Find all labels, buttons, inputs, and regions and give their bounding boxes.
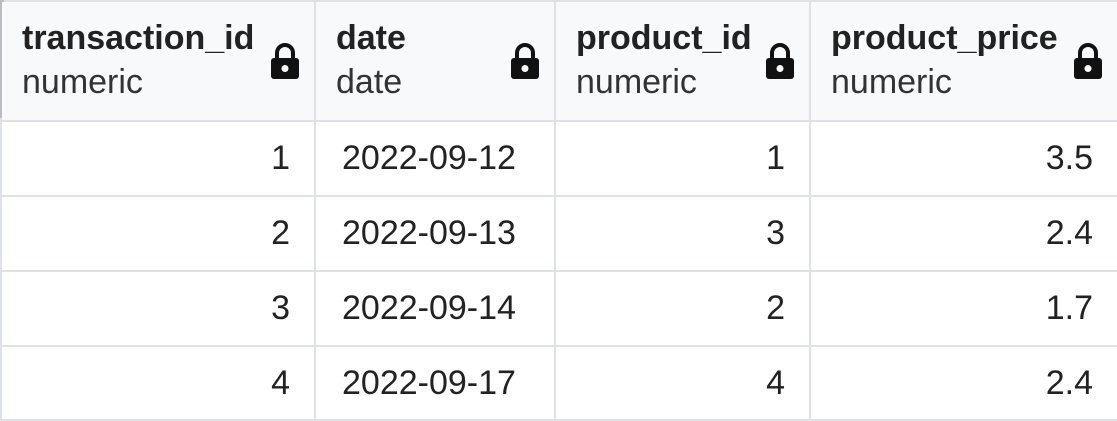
cell-product-id[interactable]: 2 xyxy=(554,270,811,347)
cell-transaction-id[interactable]: 4 xyxy=(0,345,316,421)
column-type: numeric xyxy=(831,63,952,101)
cell-date[interactable]: 2022-09-17 xyxy=(314,345,556,421)
lock-icon xyxy=(511,43,539,79)
table-row: 1 2022-09-12 1 3.5 xyxy=(0,120,1117,197)
column-header-product-id[interactable]: product_id numeric xyxy=(554,0,811,122)
cell-date[interactable]: 2022-09-13 xyxy=(314,195,556,272)
table-row: 4 2022-09-17 4 2.4 xyxy=(0,345,1117,421)
cell-product-price[interactable]: 2.4 xyxy=(809,345,1117,421)
column-type: numeric xyxy=(22,63,143,101)
table-row: 2 2022-09-13 3 2.4 xyxy=(0,195,1117,272)
cell-transaction-id[interactable]: 1 xyxy=(0,120,316,197)
column-name: date xyxy=(336,19,406,57)
column-name: product_id xyxy=(576,19,752,57)
column-header-date[interactable]: date date xyxy=(314,0,556,122)
table-row: 3 2022-09-14 2 1.7 xyxy=(0,270,1117,347)
cell-product-price[interactable]: 2.4 xyxy=(809,195,1117,272)
column-name: transaction_id xyxy=(22,19,255,57)
cell-transaction-id[interactable]: 3 xyxy=(0,270,316,347)
column-header-transaction-id[interactable]: transaction_id numeric xyxy=(0,0,316,122)
cell-product-price[interactable]: 3.5 xyxy=(809,120,1117,197)
lock-icon xyxy=(766,43,794,79)
lock-icon xyxy=(271,43,299,79)
cell-date[interactable]: 2022-09-12 xyxy=(314,120,556,197)
column-type: date xyxy=(336,63,403,101)
cell-date[interactable]: 2022-09-14 xyxy=(314,270,556,347)
cell-transaction-id[interactable]: 2 xyxy=(0,195,316,272)
header-row: transaction_id numeric date date xyxy=(0,0,1117,122)
column-type: numeric xyxy=(576,63,697,101)
cell-product-price[interactable]: 1.7 xyxy=(809,270,1117,347)
cell-product-id[interactable]: 1 xyxy=(554,120,811,197)
lock-icon xyxy=(1074,43,1102,79)
column-name: product_price xyxy=(831,19,1058,57)
cell-product-id[interactable]: 4 xyxy=(554,345,811,421)
column-header-product-price[interactable]: product_price numeric xyxy=(809,0,1117,122)
cell-product-id[interactable]: 3 xyxy=(554,195,811,272)
